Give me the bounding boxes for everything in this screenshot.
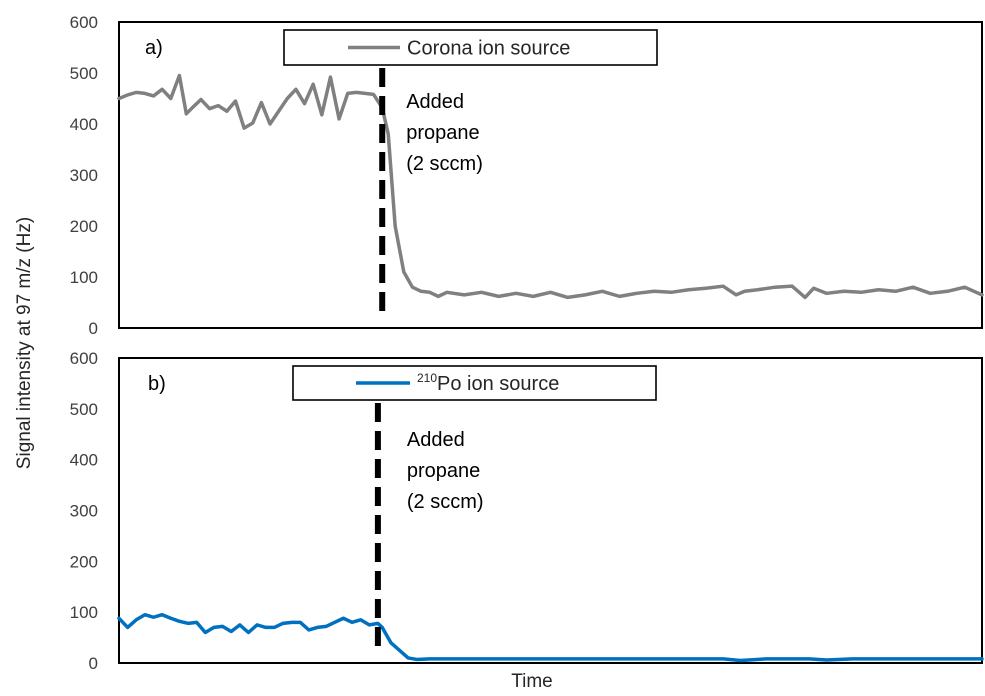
legend: Corona ion source <box>283 29 658 66</box>
y-tick-label: 600 <box>70 13 98 32</box>
annotation-text: Added <box>406 91 464 113</box>
annotation-text: (2 sccm) <box>406 153 483 175</box>
annotation-text: propane <box>407 460 480 482</box>
legend-box <box>292 365 657 401</box>
y-tick-label: 200 <box>70 552 98 571</box>
panel-a: 0 100 200 300 400 500 600 Added propane (2 sccm) a… <box>70 13 984 338</box>
panel-label: a) <box>145 37 163 59</box>
y-tick-label: 500 <box>70 64 98 83</box>
x-axis-title: Time <box>511 671 553 691</box>
y-tick-label: 500 <box>70 400 98 419</box>
panel-b: 0 100 200 300 400 500 600 Added propane (2 sccm) b… <box>70 349 984 673</box>
y-tick-label: 400 <box>70 451 98 470</box>
legend-label: Corona ion source <box>407 38 570 60</box>
y-tick-label: 300 <box>70 502 98 521</box>
legend-label-text: Po ion source <box>437 373 559 395</box>
y-axis-title: Signal intensity at 97 m/z (Hz) <box>14 217 35 469</box>
legend-box <box>283 29 658 66</box>
y-tick-label: 300 <box>70 166 98 185</box>
y-tick-label: 0 <box>89 319 98 338</box>
legend-superscript: 210 <box>417 371 437 385</box>
legend: 210Po ion source <box>292 365 657 401</box>
plot-area-frame <box>118 21 983 329</box>
y-tick-label: 200 <box>70 217 98 236</box>
y-tick-label: 0 <box>89 654 98 673</box>
annotation-text: Added <box>407 429 465 451</box>
series-line <box>117 73 984 300</box>
y-tick-label: 100 <box>70 268 98 287</box>
annotation-text: propane <box>406 122 479 144</box>
annotation-text: (2 sccm) <box>407 491 484 513</box>
panel-label: b) <box>148 373 166 395</box>
y-tick-label: 600 <box>70 349 98 368</box>
series-line <box>117 612 984 663</box>
y-tick-label: 400 <box>70 115 98 134</box>
y-tick-label: 100 <box>70 603 98 622</box>
plot-area-frame <box>118 357 983 664</box>
legend-label: 210Po ion source <box>417 371 559 395</box>
